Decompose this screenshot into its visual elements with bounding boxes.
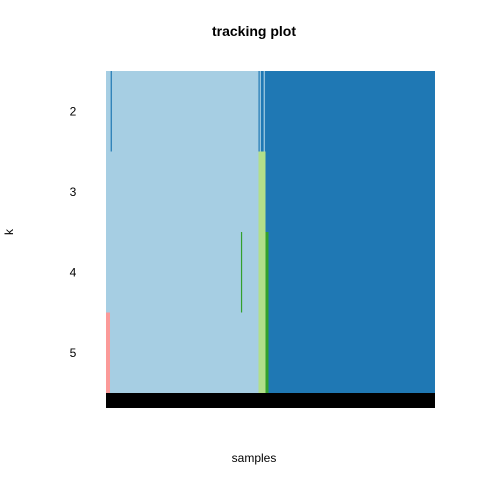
row-4-segment-1 (106, 232, 259, 313)
row-5-segment-5 (268, 312, 435, 394)
y-tick-label-2: 2 (70, 104, 77, 118)
row-2-segment-1 (106, 71, 259, 152)
row-4-segment-2 (258, 232, 266, 313)
row-4-segment-4 (268, 232, 435, 313)
y-tick-label-4: 4 (70, 265, 77, 279)
row-3-segment-3 (265, 151, 435, 233)
row-2-segment-2 (258, 71, 435, 152)
row-5-segment-3 (258, 312, 266, 394)
y-tick-label-3: 3 (70, 185, 77, 199)
row-3-segment-1 (106, 151, 259, 233)
x-axis-label: samples (232, 451, 277, 465)
row-5-segment-4 (265, 312, 269, 394)
row-3-segment-2 (258, 151, 266, 233)
row-5-segment-1 (106, 312, 110, 394)
y-tick-label-5: 5 (70, 346, 77, 360)
chart-title: tracking plot (212, 23, 296, 39)
y-axis-label: k (2, 228, 16, 235)
row-5-segment-2 (109, 312, 259, 394)
row-4-segment-3 (265, 232, 269, 313)
bottom-band (106, 393, 435, 408)
y-tick-labels: 2 3 4 5 (70, 104, 77, 360)
plot-area (106, 71, 435, 408)
